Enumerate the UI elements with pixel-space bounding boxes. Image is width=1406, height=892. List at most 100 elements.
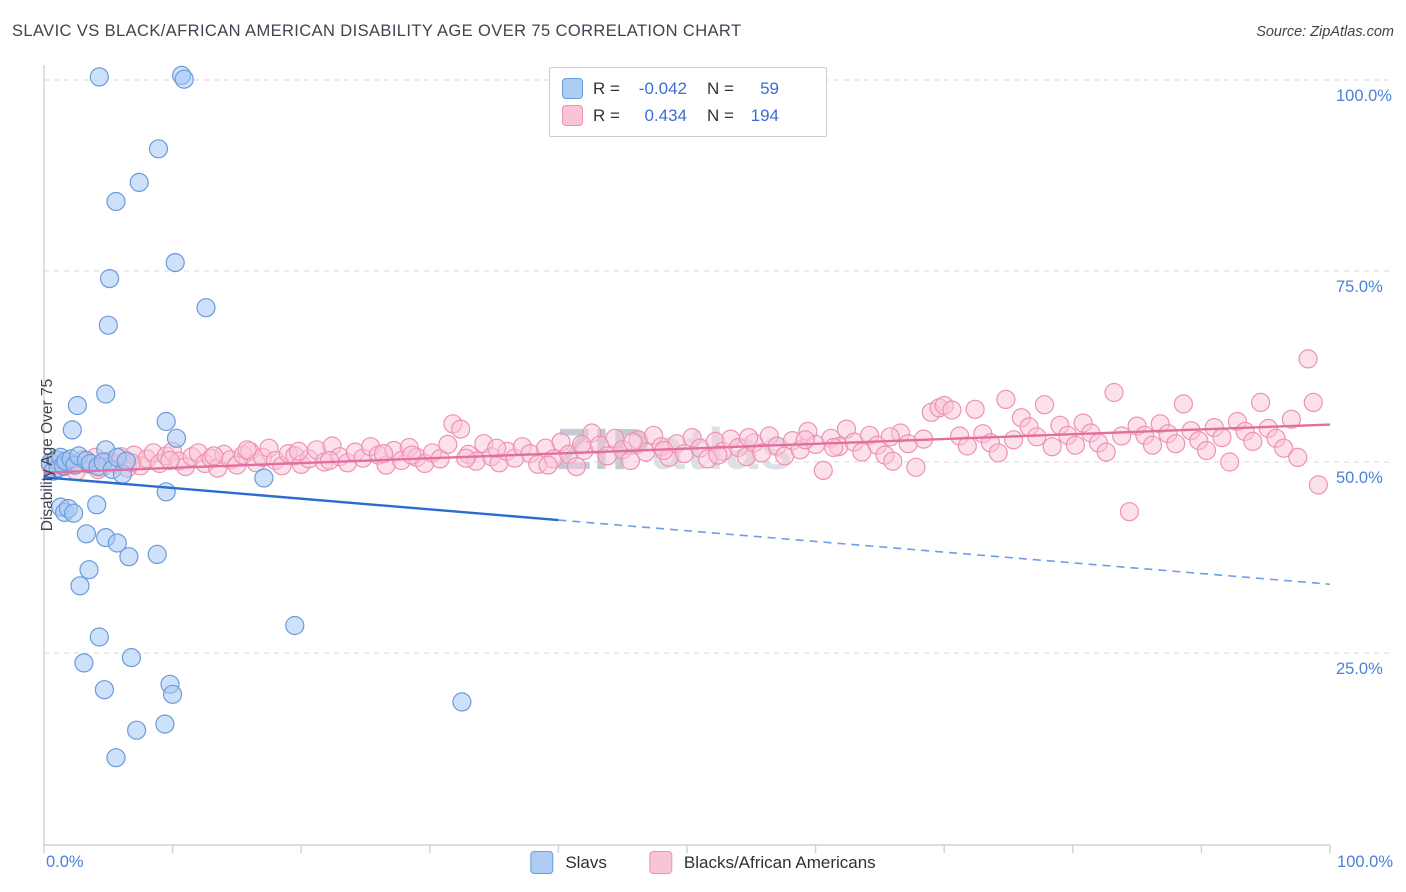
slavs-point <box>116 451 136 471</box>
blacks-point <box>1096 442 1116 462</box>
blacks-point <box>566 457 587 477</box>
blacks-point <box>487 438 507 458</box>
blacks-trend-line <box>43 423 1331 474</box>
y-tick-label-100: 100.0% <box>1336 87 1392 105</box>
slavs-point <box>121 647 141 668</box>
slavs-point <box>119 547 139 567</box>
slavs-point <box>127 720 147 740</box>
stats-row-blacks: R = 0.434 N = 194 <box>562 102 814 129</box>
blacks-point <box>1212 428 1232 448</box>
blacks-point <box>402 445 422 465</box>
y-tick-label-50: 50.0% <box>1336 469 1383 487</box>
y-tick-label-75: 75.0% <box>1336 278 1383 296</box>
slavs-point <box>452 692 472 712</box>
slavs-series-swatch <box>530 851 554 874</box>
blacks-point <box>1034 395 1055 415</box>
slavs-point <box>96 384 116 404</box>
slavs-point <box>62 420 82 440</box>
blacks-point <box>1243 431 1263 451</box>
slavs-point <box>67 395 88 416</box>
blacks-point <box>538 455 558 475</box>
blacks-point <box>1281 409 1302 429</box>
blacks-legend-swatch <box>562 105 583 126</box>
blacks-series-swatch <box>648 851 672 874</box>
blacks-point <box>438 434 458 454</box>
blacks-point <box>880 427 900 447</box>
blacks-point <box>957 436 977 456</box>
x-axis-min-label: 0.0% <box>46 853 84 871</box>
slavs-point <box>196 298 216 318</box>
slavs-r-label: R = <box>593 78 620 98</box>
slavs-point <box>106 191 126 212</box>
blacks-point <box>1308 475 1329 495</box>
slavs-point <box>76 524 97 544</box>
blacks-point <box>708 445 728 465</box>
blacks-point <box>1274 438 1294 458</box>
slavs-r-value: -0.042 <box>638 78 687 98</box>
blacks-point <box>988 443 1008 463</box>
slavs-point <box>106 748 126 768</box>
blacks-point <box>1173 394 1194 414</box>
blacks-point <box>160 450 180 471</box>
slavs-trend-line-solid <box>43 476 559 522</box>
blacks-point <box>451 419 471 439</box>
blacks-point <box>204 446 224 466</box>
blacks-point <box>1104 382 1124 403</box>
blacks-point <box>1003 430 1024 450</box>
blacks-point <box>906 457 926 477</box>
slavs-point <box>89 627 109 647</box>
y-axis-title: Disability Age Over 75 <box>39 378 56 532</box>
blacks-r-label: R = <box>593 105 620 125</box>
slavs-point <box>155 714 175 734</box>
blacks-point <box>813 460 833 480</box>
blacks-n-label: N = <box>707 105 734 125</box>
slavs-point <box>99 269 120 289</box>
blacks-point <box>623 432 643 452</box>
slavs-point <box>174 69 194 89</box>
slavs-point <box>70 576 90 596</box>
blacks-point <box>795 430 815 450</box>
blacks-r-value: 0.434 <box>644 105 687 125</box>
blacks-point <box>1119 502 1140 522</box>
slavs-point <box>107 533 127 553</box>
blacks-point <box>319 450 340 471</box>
blacks-series-label: Blacks/African Americans <box>683 852 876 872</box>
blacks-point <box>571 434 592 454</box>
stats-row-slavs: R = -0.042 N = 59 <box>562 75 814 102</box>
blacks-point <box>1250 392 1271 412</box>
slavs-point <box>98 315 118 335</box>
blacks-point <box>289 441 309 461</box>
slavs-point <box>166 428 187 448</box>
slavs-point <box>94 680 115 700</box>
blacks-point <box>942 400 962 420</box>
slavs-point <box>87 495 107 515</box>
blacks-point <box>1303 392 1323 412</box>
slavs-point <box>156 411 176 432</box>
blacks-n-value: 194 <box>750 105 779 125</box>
blacks-point <box>1220 452 1240 472</box>
correlation-stats-legend: R = -0.042 N = 59 R = 0.434 N = 194 <box>549 67 827 137</box>
slavs-point <box>285 615 305 636</box>
blacks-point <box>1298 349 1318 369</box>
slavs-series-label: Slavs <box>565 852 607 872</box>
blacks-point <box>1166 434 1186 454</box>
blacks-point <box>1196 440 1217 461</box>
blacks-point <box>1112 426 1132 446</box>
series-legend: Slavs Blacks/African Americans <box>530 851 876 874</box>
blacks-point <box>1142 435 1163 455</box>
blacks-point <box>965 399 985 419</box>
page-title: SLAVIC VS BLACK/AFRICAN AMERICAN DISABIL… <box>12 22 742 40</box>
blacks-point <box>739 428 759 448</box>
x-axis-max-label: 100.0% <box>1337 853 1393 871</box>
slavs-point <box>74 653 94 673</box>
blacks-point <box>373 444 394 464</box>
slavs-n-label: N = <box>707 78 734 98</box>
slavs-n-value: 59 <box>760 78 779 98</box>
blacks-point <box>1065 435 1086 455</box>
slavs-point <box>147 544 167 565</box>
slavs-legend-swatch <box>562 78 583 99</box>
slavs-point <box>63 503 84 523</box>
blacks-point <box>823 437 844 458</box>
blacks-point <box>1288 447 1308 467</box>
